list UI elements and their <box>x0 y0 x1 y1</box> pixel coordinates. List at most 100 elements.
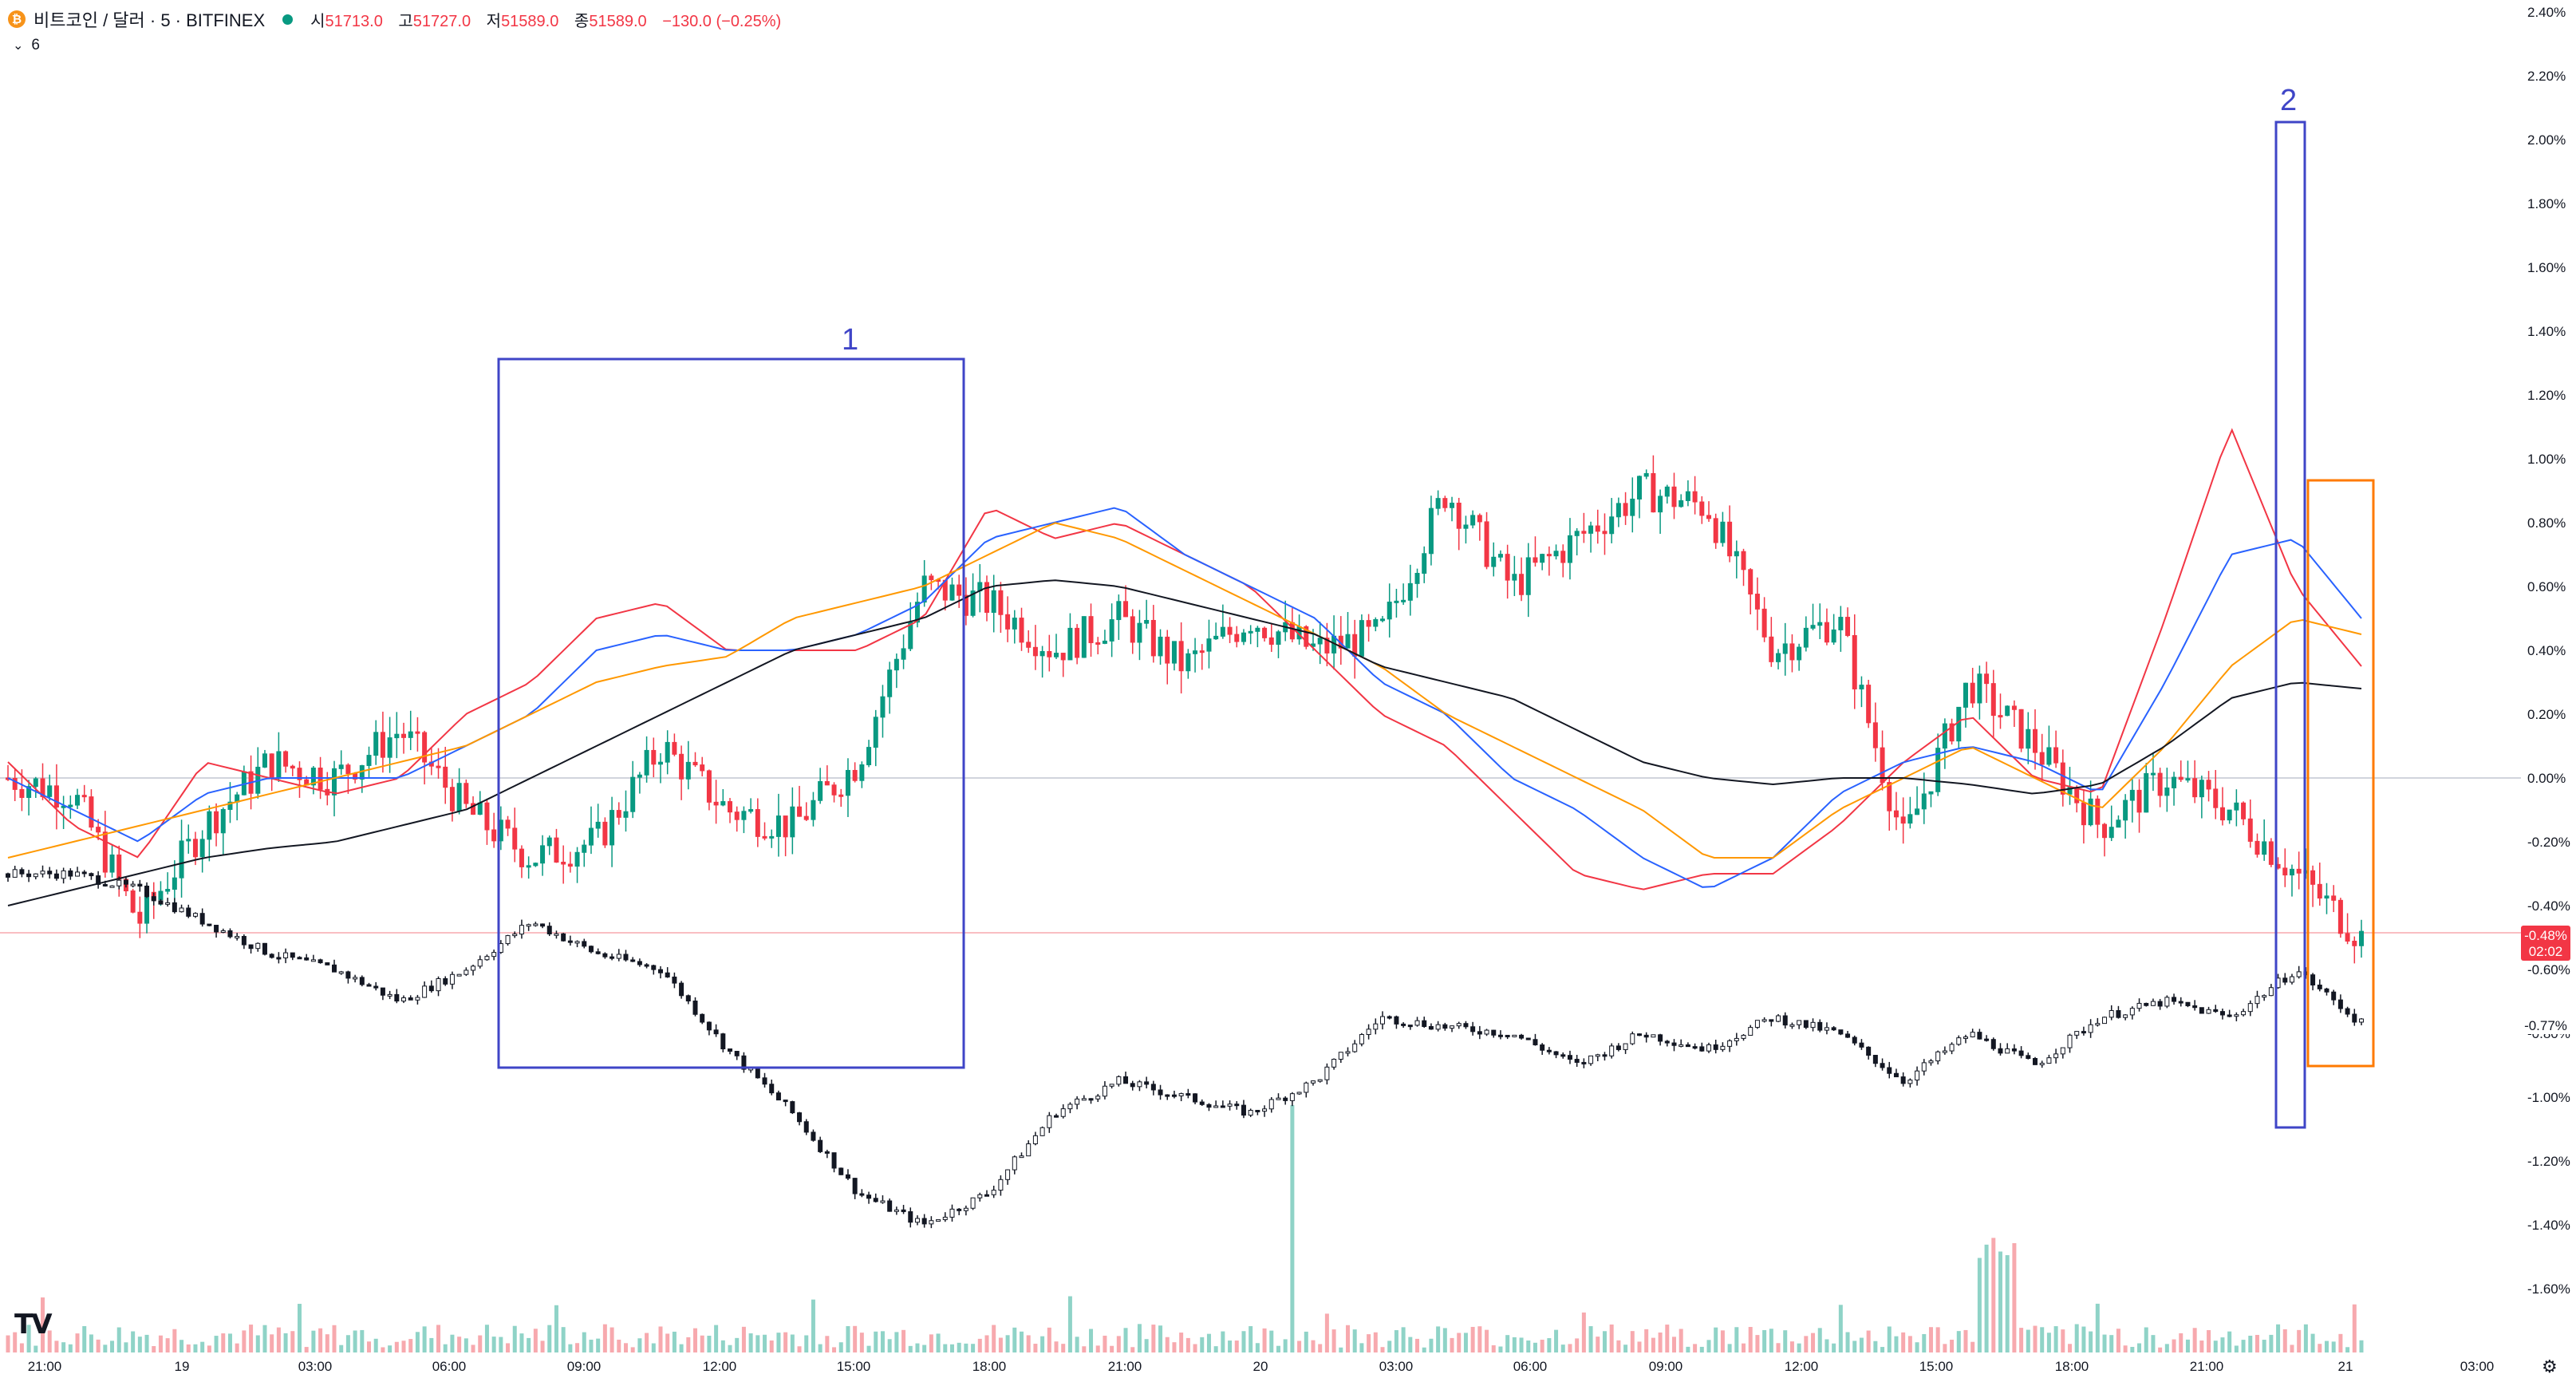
compare-candle <box>179 907 184 913</box>
candle <box>554 837 559 863</box>
candle <box>1366 620 1371 627</box>
compare-candle <box>387 993 393 997</box>
volume-bar <box>1234 1341 1239 1352</box>
volume-bar <box>1706 1340 1711 1352</box>
candle <box>165 889 171 892</box>
compare-candle <box>644 964 649 967</box>
volume-bar <box>1290 1105 1295 1352</box>
compare-candle <box>1255 1109 1260 1112</box>
compare-candle <box>838 1167 844 1175</box>
moving-average-line <box>7 507 2362 888</box>
compare-candle <box>1456 1023 1462 1027</box>
volume-bar <box>512 1325 517 1352</box>
candle <box>1054 653 1059 657</box>
candle <box>1289 622 1295 640</box>
candle <box>1887 782 1892 811</box>
volume-bar <box>2081 1326 2086 1352</box>
volume-bar <box>394 1341 399 1352</box>
volume-bar <box>1436 1326 1441 1352</box>
compare-candle <box>2241 1011 2247 1016</box>
volume-bar <box>1352 1329 1357 1352</box>
compare-candle <box>1915 1070 1920 1081</box>
candle <box>2199 780 2204 798</box>
volume-bar <box>200 1341 205 1352</box>
compare-candle <box>2262 995 2267 998</box>
compare-candle <box>158 900 164 905</box>
volume-bar <box>484 1325 489 1352</box>
volume-bar <box>1137 1324 1142 1352</box>
volume-bar <box>1838 1305 1843 1352</box>
compare-candle <box>775 1092 781 1101</box>
candle <box>2018 709 2024 749</box>
compare-candle <box>984 1194 989 1197</box>
volume-bar <box>1054 1341 1059 1352</box>
x-tick-label: 12:00 <box>703 1359 737 1374</box>
volume-bar <box>491 1337 496 1352</box>
volume-bar <box>345 1335 350 1352</box>
compare-candle <box>2282 977 2288 983</box>
candle <box>137 911 143 924</box>
volume-bar <box>408 1339 413 1352</box>
candle <box>887 669 893 697</box>
candle <box>2282 867 2288 876</box>
compare-candle <box>929 1220 934 1225</box>
compare-candle <box>137 883 143 887</box>
compare-candle <box>2033 1057 2038 1065</box>
candle <box>2359 930 2364 946</box>
moving-average-line <box>7 428 2362 890</box>
candle <box>2060 762 2065 795</box>
x-tick-label: 18:00 <box>2055 1359 2089 1374</box>
volume-bar <box>1095 1345 1100 1352</box>
volume-bar <box>1241 1331 1246 1352</box>
candle <box>2102 823 2108 839</box>
annotation-label-2: 2 <box>2280 84 2297 117</box>
compare-candle <box>2060 1047 2065 1055</box>
volume-bar <box>1630 1331 1635 1352</box>
candle <box>540 845 546 864</box>
symbol-header[interactable]: ₿ 비트코인 / 달러 · 5 · BITFINEX 시51713.0 고517… <box>8 6 792 32</box>
candle <box>2219 807 2225 821</box>
candle <box>415 731 420 734</box>
candle <box>637 774 642 778</box>
indicators-toggle[interactable]: ⌄ 6 <box>13 37 40 54</box>
candle <box>1206 638 1212 652</box>
volume-bar <box>1213 1346 1218 1352</box>
compare-candle <box>2289 976 2294 983</box>
candle <box>783 815 788 838</box>
symbol-label[interactable]: 비트코인 / 달러 · 5 · BITFINEX <box>34 10 266 30</box>
y-tick-label: 2.40% <box>2527 5 2566 20</box>
candle <box>2088 798 2093 826</box>
candle <box>1255 627 1260 632</box>
compare-candle <box>53 873 59 879</box>
candle <box>1810 625 1816 629</box>
compare-candle <box>331 964 337 973</box>
volume-bar <box>1928 1327 1933 1352</box>
volume-bar <box>1935 1327 1940 1352</box>
volume-bar <box>1950 1339 1955 1352</box>
compare-candle <box>26 873 32 878</box>
candle <box>838 794 844 797</box>
volume-bar <box>1359 1343 1364 1352</box>
candle <box>1623 503 1628 516</box>
volume-bar <box>415 1332 420 1352</box>
compare-candle <box>1623 1043 1628 1050</box>
candle <box>623 811 629 818</box>
gear-icon[interactable]: ⚙ <box>2542 1356 2558 1376</box>
compare-candle <box>415 997 420 1001</box>
volume-bar <box>373 1338 378 1352</box>
candle <box>1525 557 1531 595</box>
volume-bar <box>1880 1347 1885 1352</box>
compare-candle <box>2067 1034 2073 1048</box>
volume-bar <box>75 1333 80 1352</box>
candle <box>47 785 53 797</box>
candle <box>1158 636 1163 657</box>
compare-candle <box>1636 1033 1642 1036</box>
compare-candle <box>1761 1019 1767 1022</box>
compare-candle <box>588 946 594 953</box>
candle <box>1387 602 1392 620</box>
compare-candle <box>1679 1044 1684 1047</box>
volume-bar <box>2282 1329 2287 1352</box>
compare-candle <box>755 1068 760 1079</box>
x-tick-label: 21 <box>2338 1359 2353 1374</box>
